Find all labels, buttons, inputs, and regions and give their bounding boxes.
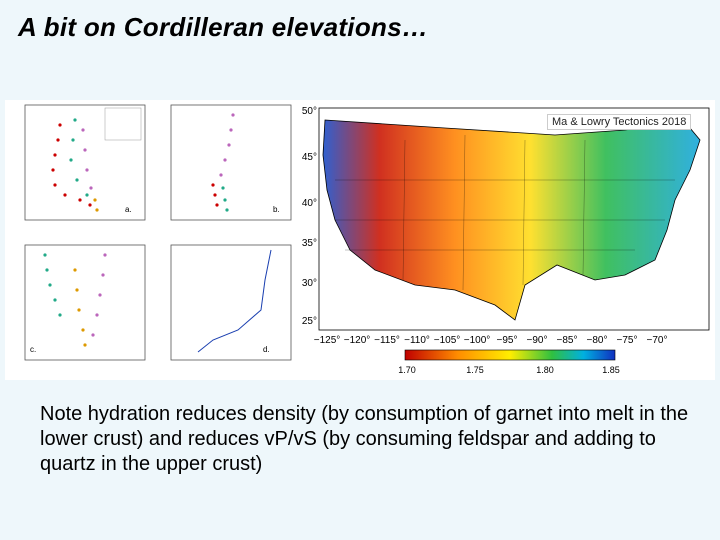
- panel-d-plot: d.: [170, 244, 292, 361]
- colorbar-tick: 1.75: [466, 365, 484, 375]
- lon-label: −110°: [404, 335, 430, 346]
- lat-label: 40°: [302, 198, 317, 209]
- lat-label: 45°: [302, 152, 317, 163]
- panel-c-plot: c.: [24, 244, 146, 361]
- map-credit: Ma & Lowry Tectonics 2018: [547, 114, 692, 130]
- panel-c: c.: [5, 240, 150, 375]
- lon-label: −85°: [557, 335, 578, 346]
- panel-d-label: d.: [263, 345, 270, 354]
- panel-b-plot: b.: [170, 104, 292, 221]
- colorbar-tick: 1.85: [602, 365, 620, 375]
- panel-b: b.: [153, 100, 295, 235]
- lon-label: −80°: [587, 335, 608, 346]
- panel-d: d.: [153, 240, 295, 375]
- caption: Note hydration reduces density (by consu…: [40, 403, 689, 475]
- map-plot: 50° 45° 40° 35° 30° 25° −125° −120° −115…: [302, 106, 710, 375]
- lat-label: 30°: [302, 278, 317, 289]
- panel-a-plot: a.: [24, 104, 146, 221]
- lon-label: −115°: [374, 335, 400, 346]
- colorbar-tick: 1.80: [536, 365, 554, 375]
- lon-label: −105°: [434, 335, 461, 346]
- panel-c-label: c.: [30, 345, 36, 354]
- figure: a. b.: [5, 100, 715, 380]
- lat-label: 25°: [302, 316, 317, 327]
- panel-a: a.: [5, 100, 150, 235]
- lat-label: 35°: [302, 238, 317, 249]
- lat-label: 50°: [302, 106, 317, 117]
- colorbar: [404, 349, 616, 361]
- lon-label: −120°: [344, 335, 371, 346]
- panel-b-label: b.: [273, 205, 280, 214]
- panel-a-label: a.: [125, 205, 132, 214]
- colorbar-tick: 1.70: [398, 365, 416, 375]
- lon-label: −75°: [617, 335, 638, 346]
- lon-label: −90°: [527, 335, 548, 346]
- density-map: 50° 45° 40° 35° 30° 25° −125° −120° −115…: [295, 100, 715, 380]
- lon-label: −125°: [314, 335, 341, 346]
- lon-label: −70°: [647, 335, 668, 346]
- lon-label: −95°: [497, 335, 518, 346]
- slide-title: A bit on Cordilleran elevations…: [18, 12, 429, 42]
- lon-label: −100°: [464, 335, 491, 346]
